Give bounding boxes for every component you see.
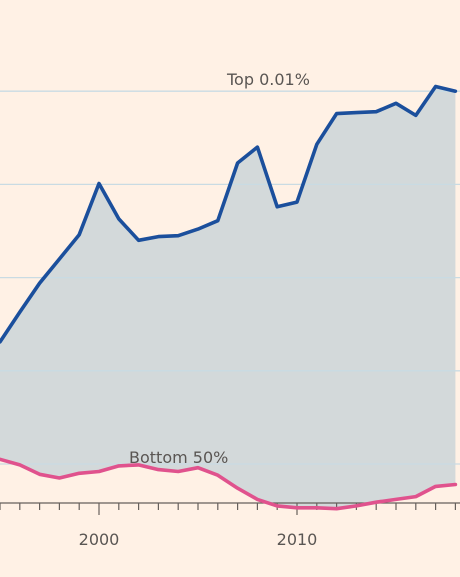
series-label-top-0-01: Top 0.01% xyxy=(226,70,310,89)
x-tick-label: 2010 xyxy=(277,530,318,549)
x-tick-label: 2000 xyxy=(79,530,120,549)
series-label-bottom-50: Bottom 50% xyxy=(129,448,228,467)
